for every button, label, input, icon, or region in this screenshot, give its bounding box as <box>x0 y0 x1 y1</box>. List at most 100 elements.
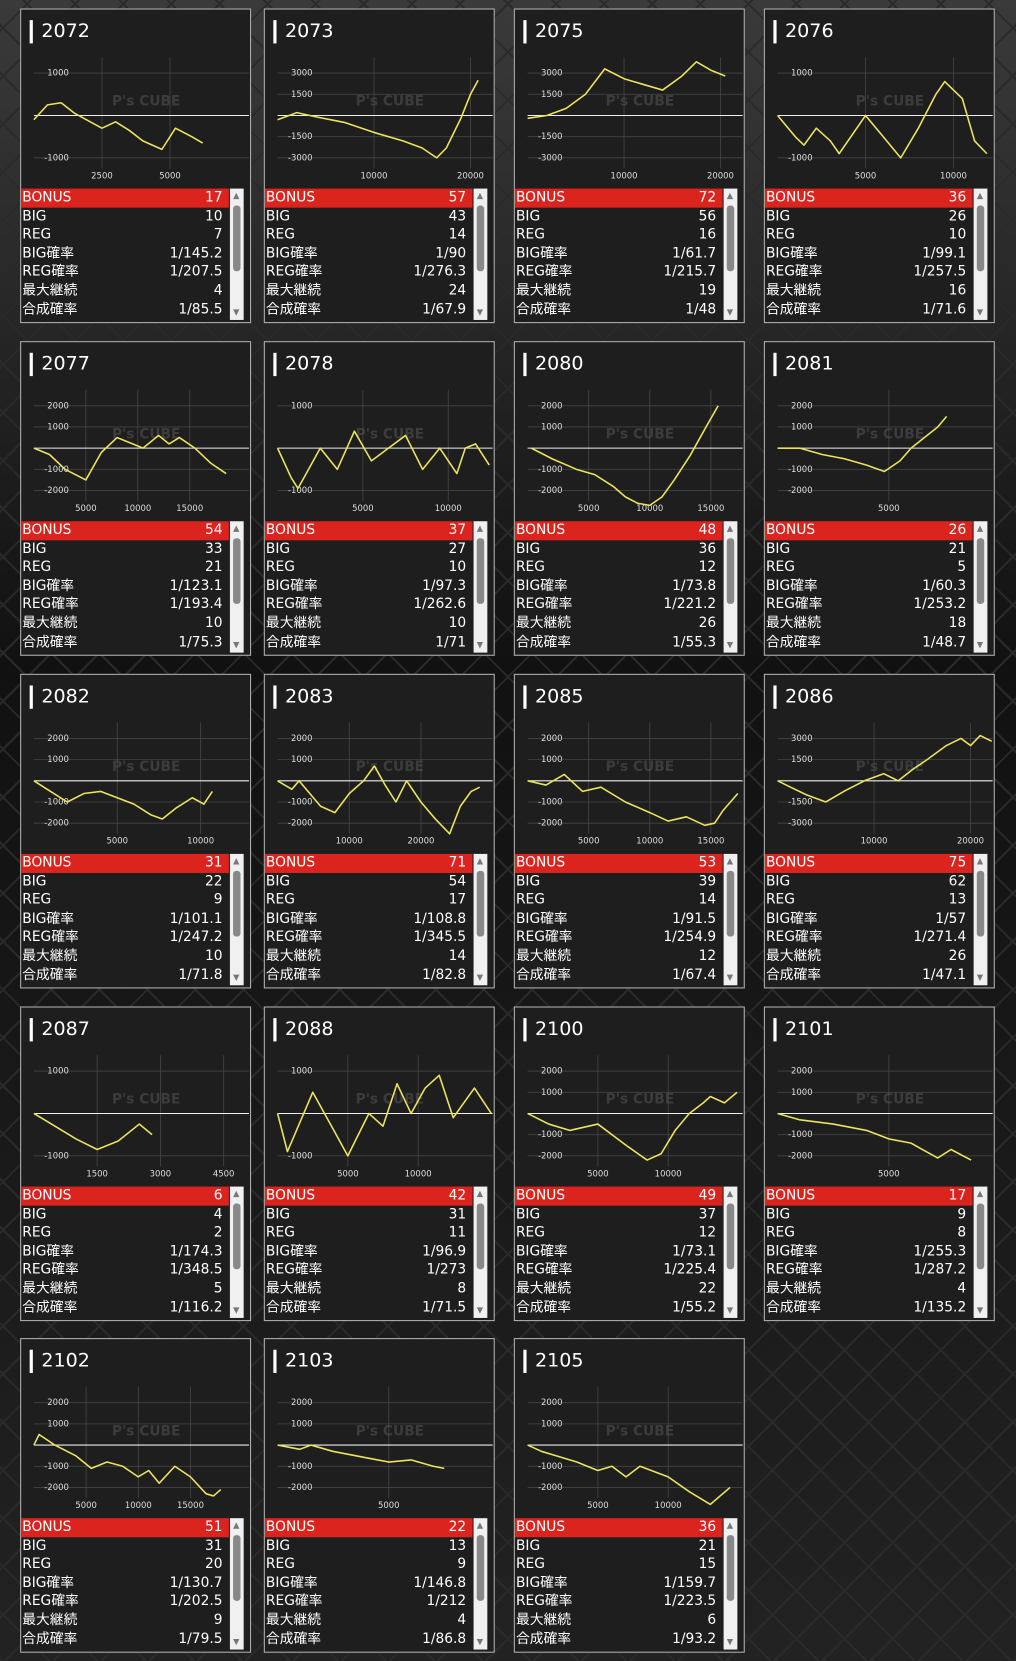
stats-row: BIG確率 1/90 <box>265 244 473 263</box>
stat-label: BIG <box>22 540 47 557</box>
stat-label: 最大継続 <box>265 1612 322 1629</box>
x-tick-label: 4500 <box>213 1168 235 1178</box>
scrollbar <box>973 1186 988 1318</box>
stat-label: BIG確率 <box>765 245 818 262</box>
stat-label: REG <box>765 559 795 576</box>
stat-label: REG確率 <box>265 1593 323 1610</box>
stats-row: 合成確率 1/71.8 <box>21 966 229 985</box>
slump-chart: 2500 5000 1000 -1000 P's CUBE <box>33 57 249 180</box>
stats-row: REG 13 <box>765 891 973 910</box>
stat-value: 1/223.5 <box>663 1593 717 1610</box>
scroll-thumb <box>976 205 985 272</box>
stats-row: BIG 39 <box>515 873 723 892</box>
scroll-up <box>233 858 240 865</box>
stat-label: 最大継続 <box>265 948 322 965</box>
stat-label: 合成確率 <box>515 966 572 983</box>
watermark: P's CUBE <box>112 1423 180 1439</box>
y-tick-label: 1000 <box>47 68 69 78</box>
x-tick-label: 5000 <box>159 170 181 180</box>
stat-value: 62 <box>948 873 967 890</box>
stat-value: 1/48.7 <box>922 634 967 651</box>
stats-row: REG確率 1/215.7 <box>515 263 723 282</box>
stat-value: 37 <box>698 1206 717 1223</box>
stat-label: 合成確率 <box>765 966 822 983</box>
stats-row: 合成確率 1/135.2 <box>765 1298 973 1317</box>
stat-label: BIG <box>765 208 791 225</box>
stat-value: 1/271.4 <box>913 929 967 946</box>
x-tick-label: 15000 <box>697 503 724 513</box>
stat-value: 1/99.1 <box>922 245 967 262</box>
slump-line <box>777 734 993 803</box>
stat-value: 1/67.4 <box>672 966 717 983</box>
x-tick-label: 2500 <box>91 170 113 180</box>
stat-value: 36 <box>698 1519 717 1536</box>
stat-value: 1/146.8 <box>413 1575 467 1592</box>
stat-label: 最大継続 <box>765 1280 822 1297</box>
slump-line <box>777 415 948 473</box>
y-tick-label: 2000 <box>47 400 69 410</box>
stats-row: 合成確率 1/55.3 <box>515 633 723 652</box>
stats-row: BONUS 71 <box>264 853 473 873</box>
y-tick-label: 1000 <box>291 1066 313 1076</box>
slump-chart: 5000 10000 15000 2000 1000 -1000 -2000 P's CUBE <box>33 1386 249 1510</box>
machine-number: 2078 <box>273 352 334 377</box>
stat-value: 53 <box>698 854 717 871</box>
stat-value: 21 <box>204 559 223 576</box>
stat-value: 1/71.8 <box>178 966 223 983</box>
stats-row: REG確率 1/271.4 <box>765 928 973 947</box>
slump-chart: 10000 20000 3000 1500 -1500 -3000 P's CUBE <box>777 722 993 846</box>
stats-row: REG確率 1/287.2 <box>765 1261 973 1280</box>
stat-value: 1/207.5 <box>169 264 223 281</box>
stats-table: BONUS 75 BIG 62 REG 13 BIG確率 1/57 REG確率 1/271.4 最大… <box>764 853 973 984</box>
y-tick-label: 1500 <box>791 754 813 764</box>
y-tick-label: 1000 <box>47 421 69 431</box>
stat-value: 8 <box>957 1224 967 1241</box>
watermark: P's CUBE <box>856 759 924 775</box>
stat-value: 1/193.4 <box>169 596 223 613</box>
stat-value: 14 <box>448 948 467 965</box>
x-tick-label: 10000 <box>636 503 663 513</box>
stats-row: BIG 54 <box>265 873 473 892</box>
stat-value: 1/254.9 <box>663 929 717 946</box>
stats-row: BONUS 75 <box>764 853 973 873</box>
stats-row: REG確率 1/254.9 <box>515 928 723 947</box>
stat-value: 1/93.2 <box>672 1631 717 1647</box>
stats-row: REG 12 <box>515 1224 723 1243</box>
stats-row: BONUS 53 <box>514 853 723 873</box>
stat-label: 最大継続 <box>515 1612 572 1629</box>
stat-value: 1/257.5 <box>913 264 967 281</box>
x-tick-label: 10000 <box>636 836 663 846</box>
stats-table: BONUS 54 BIG 33 REG 21 BIG確率 1/123.1 REG確率 1/193.… <box>21 521 229 651</box>
stat-value: 12 <box>698 948 717 965</box>
stat-label: REG <box>765 1224 795 1241</box>
y-tick-label: 1000 <box>541 1087 563 1097</box>
stat-label: 最大継続 <box>515 615 572 632</box>
stat-value: 9 <box>213 1612 223 1629</box>
stat-value: 37 <box>448 522 467 539</box>
stats-row: 最大継続 4 <box>21 282 229 301</box>
stat-value: 26 <box>948 522 967 539</box>
slump-chart: 10000 20000 2000 1000 -1000 -2000 P's CUBE <box>277 722 493 846</box>
y-tick-label: 1000 <box>291 754 313 764</box>
slump-chart: 1500 3000 4500 1000 -1000 P's CUBE <box>33 1055 249 1178</box>
stats-row: REG 8 <box>765 1224 973 1243</box>
stat-label: BIG確率 <box>515 1243 568 1260</box>
y-tick-label: -3000 <box>788 818 813 828</box>
stat-value: 1/221.2 <box>663 596 717 613</box>
stats-row: REG確率 1/212 <box>265 1593 473 1612</box>
stat-label: BIG確率 <box>22 578 74 595</box>
stat-label: REG <box>765 892 795 909</box>
stat-label: BIG <box>515 873 541 890</box>
stat-value: 31 <box>204 1537 223 1554</box>
stats-row: REG 10 <box>265 559 473 578</box>
slump-line <box>777 80 988 159</box>
stats-row: REG確率 1/348.5 <box>21 1261 229 1280</box>
y-tick-label: 3000 <box>541 68 563 78</box>
x-tick-label: 10000 <box>435 503 462 513</box>
stats-row: REG確率 1/276.3 <box>265 263 473 282</box>
stat-label: 合成確率 <box>22 301 78 318</box>
scroll-down <box>726 309 734 316</box>
